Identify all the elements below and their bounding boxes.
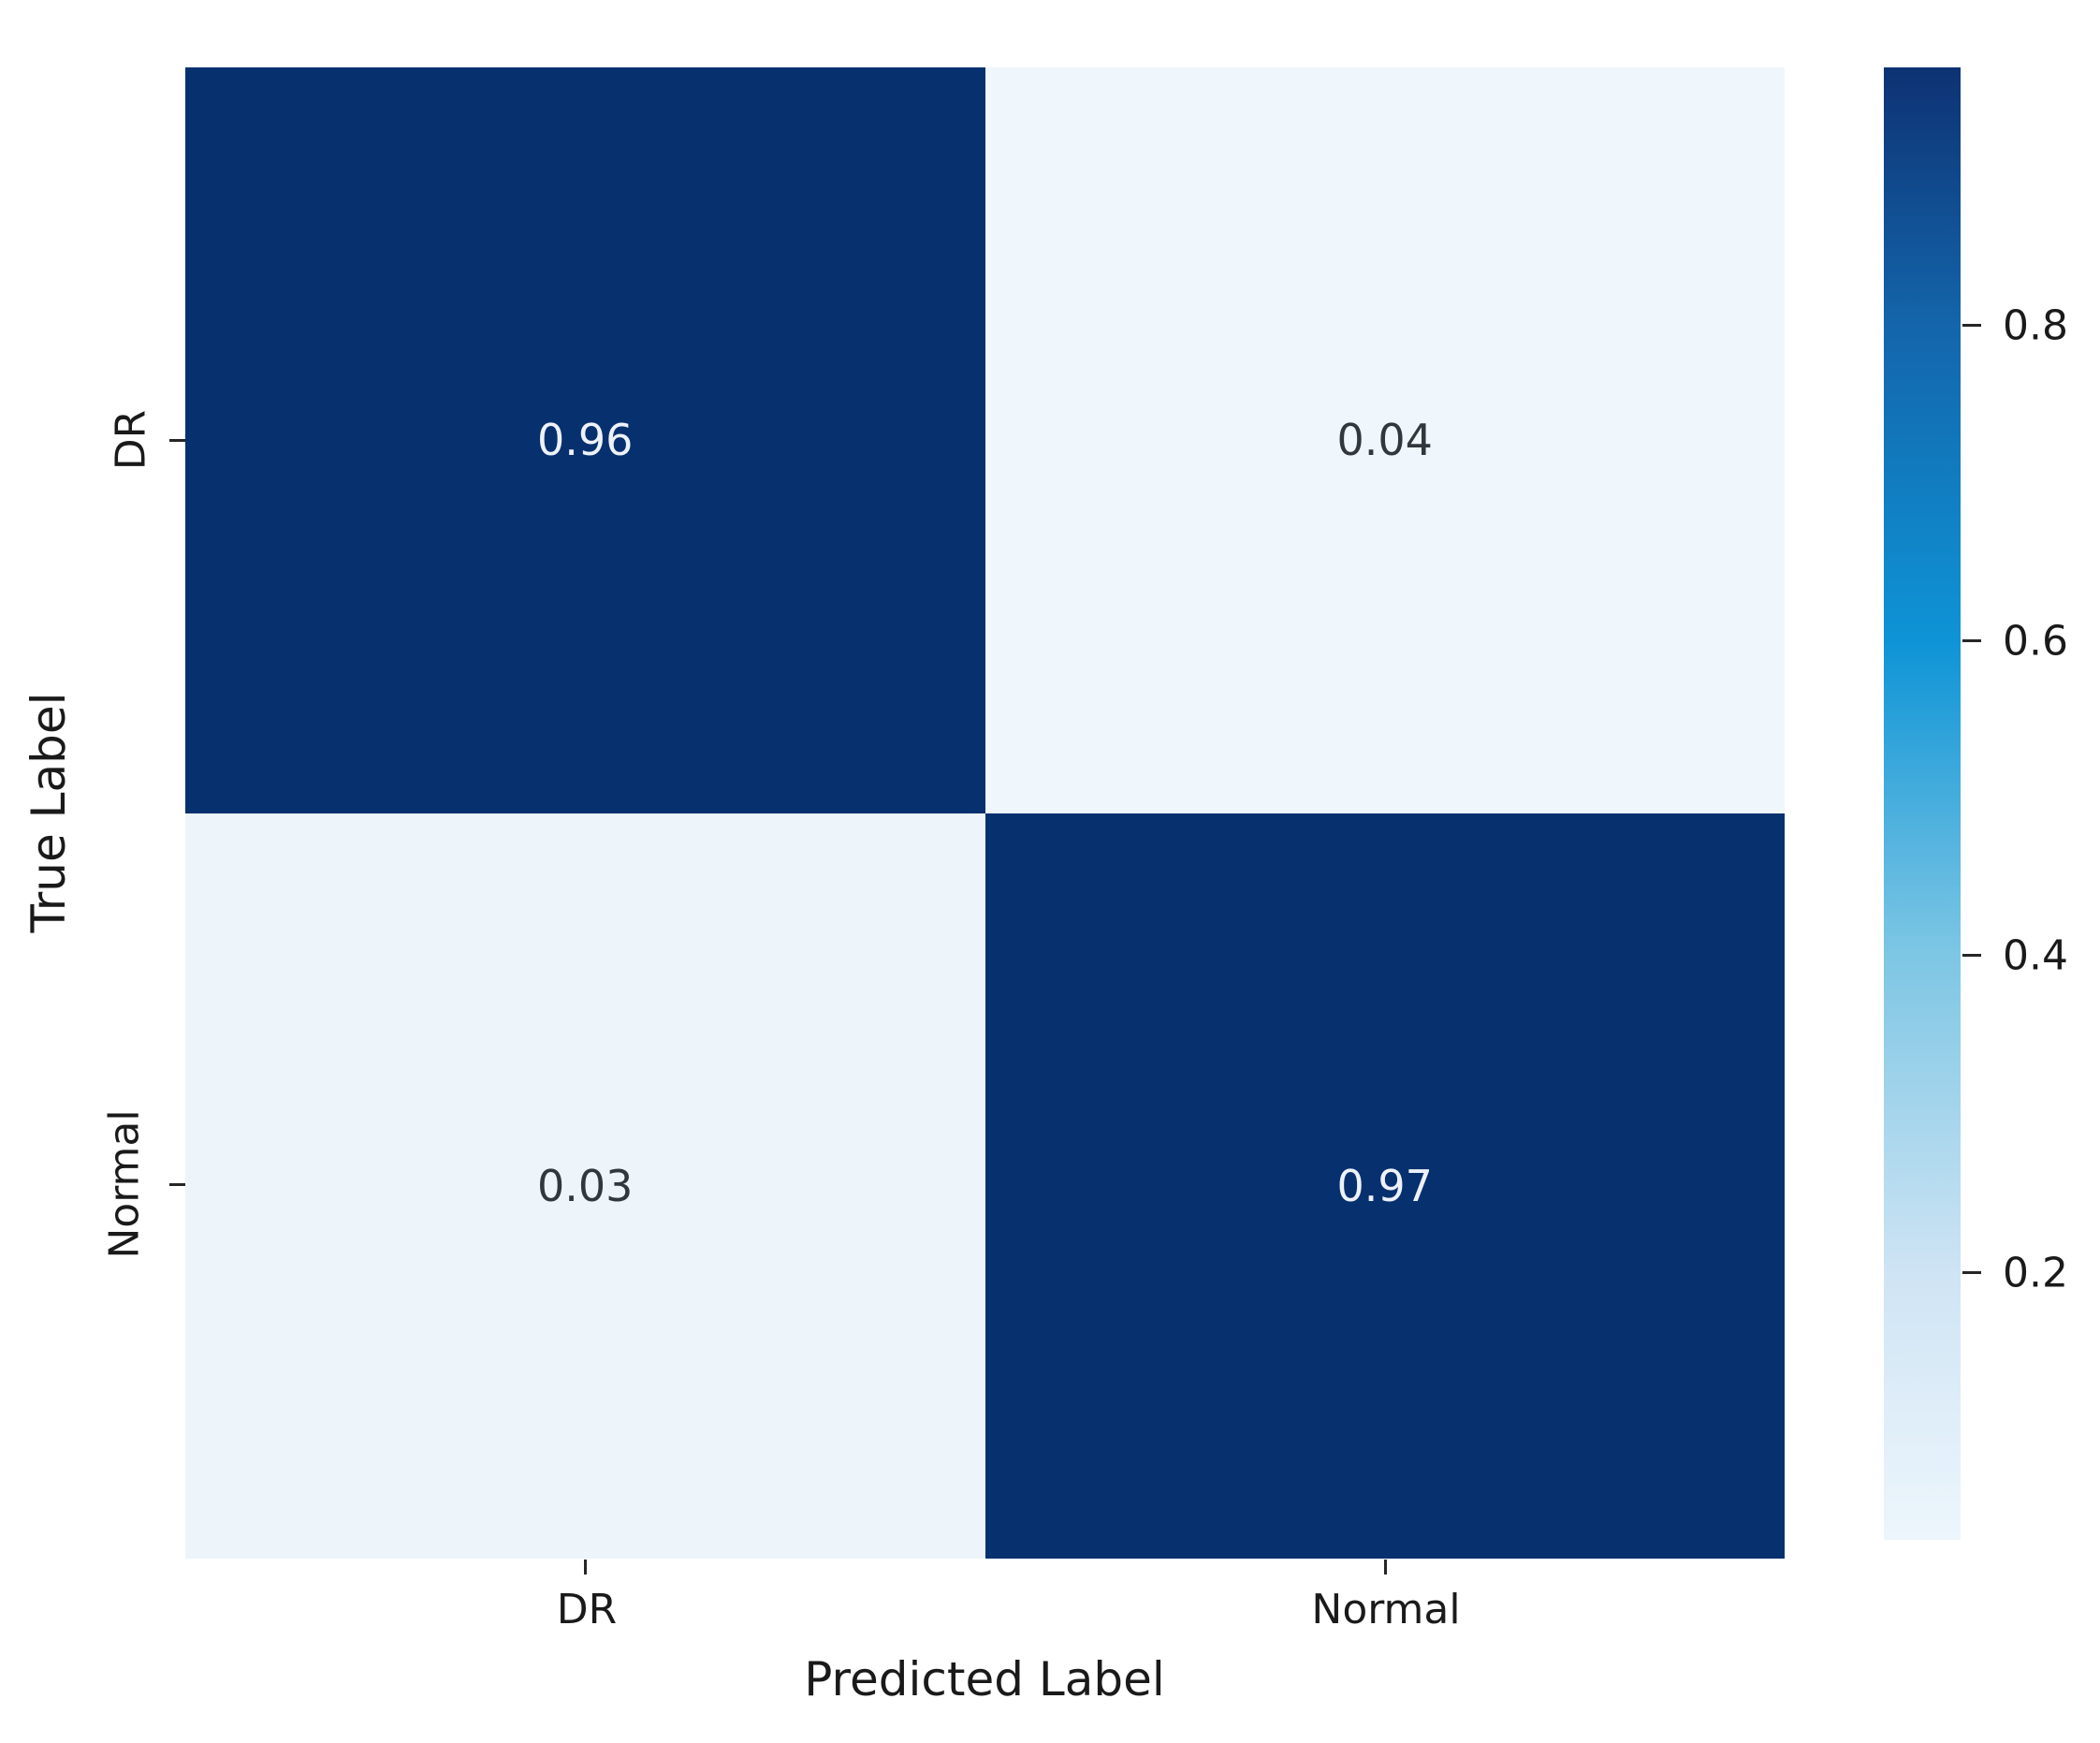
colorbar-tick-mark [1962, 1271, 1981, 1274]
y-axis-title: True Label [22, 692, 76, 933]
colorbar-tick-label: 0.4 [2003, 931, 2068, 980]
y-tick-label-dr: DR [107, 409, 155, 471]
cell-value: 0.96 [537, 415, 634, 466]
x-tick-mark-normal [1384, 1560, 1387, 1575]
x-axis-title: Predicted Label [804, 1652, 1165, 1706]
heatmap-cell-true-dr-pred-normal: 0.04 [984, 67, 1785, 813]
y-tick-mark-dr [169, 439, 185, 442]
x-tick-mark-dr [584, 1560, 587, 1575]
colorbar-tick-mark [1962, 639, 1981, 642]
cell-value: 0.04 [1336, 415, 1433, 466]
colorbar-tick-mark [1962, 954, 1981, 957]
colorbar-gradient [1884, 67, 1961, 1540]
heatmap-cell-true-dr-pred-dr: 0.96 [185, 67, 985, 813]
x-tick-label-dr: DR [556, 1586, 618, 1633]
cell-value: 0.97 [1336, 1160, 1433, 1211]
colorbar-tick-mark [1962, 324, 1981, 327]
cell-value: 0.03 [537, 1160, 634, 1211]
heatmap-cell-true-normal-pred-dr: 0.03 [185, 813, 985, 1559]
y-tick-label-normal: Normal [100, 1109, 149, 1259]
x-tick-label-normal: Normal [1311, 1586, 1461, 1633]
heatmap-grid: 0.96 0.04 0.03 0.97 [185, 67, 1785, 1559]
colorbar-tick-label: 0.2 [2003, 1249, 2068, 1297]
colorbar-tick-label: 0.8 [2003, 301, 2068, 350]
heatmap-cell-true-normal-pred-normal: 0.97 [984, 813, 1785, 1559]
colorbar-tick-label: 0.6 [2003, 617, 2068, 666]
y-tick-mark-normal [169, 1183, 185, 1186]
